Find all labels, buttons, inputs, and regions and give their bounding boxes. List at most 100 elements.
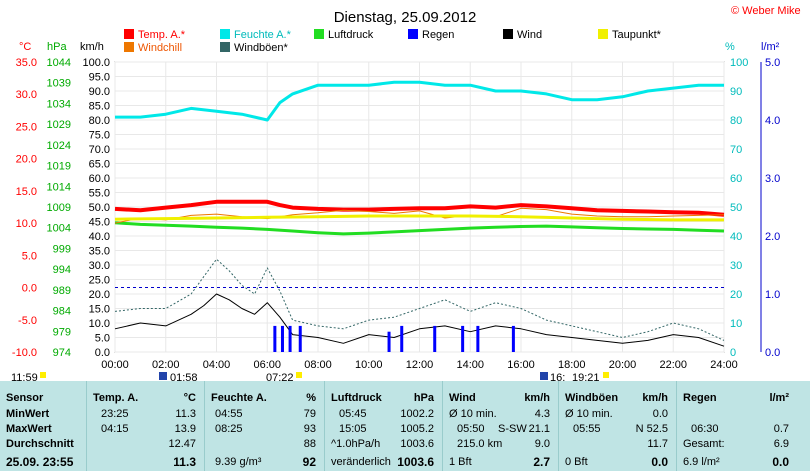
temp-current: 11.3 xyxy=(173,455,196,469)
rain-total-label: Gesamt: xyxy=(683,438,725,450)
wind-tick: 25.0 xyxy=(89,275,110,287)
pressure-unit-cell: hPa xyxy=(413,392,434,404)
legend: Temp. A.* Feuchte A.* Luftdruck Regen Wind Ta… xyxy=(124,29,662,54)
humidity-tick: 60 xyxy=(730,173,742,185)
legend-label-humidity: Feuchte A.* xyxy=(234,29,292,41)
legend-swatch-pressure xyxy=(314,29,324,39)
wind-tick: 20.0 xyxy=(89,289,110,301)
pressure-tick: 1034 xyxy=(47,98,71,110)
pressure-trend: ^1.0hPa/h xyxy=(331,438,381,450)
rain-tick: 0.0 xyxy=(765,347,780,359)
sensor-last: 25.09. 23:55 xyxy=(6,455,74,469)
wind-tick: 80.0 xyxy=(89,115,110,127)
axes: 35.0 30.0 25.0 20.0 15.0 10.0 5.0 0.0 -5.0 -10.0 1… xyxy=(12,57,780,371)
pressure-tick: 989 xyxy=(53,285,71,297)
wind-bft: 1 Bft xyxy=(449,456,472,468)
time-tick: 10:00 xyxy=(355,359,383,371)
sensor-avg: Durchschnitt xyxy=(6,438,74,450)
wind-avg10-val: 4.3 xyxy=(534,408,550,420)
time-tick: 18:00 xyxy=(558,359,586,371)
wind-tick: 40.0 xyxy=(89,231,110,243)
wind-tick: 90.0 xyxy=(89,86,110,98)
wind-tick: 65.0 xyxy=(89,159,110,171)
stats-table: Sensor MinWert MaxWert Durchschnitt 25.0… xyxy=(0,381,810,471)
moonset-time: 11:59 xyxy=(11,372,38,381)
wind-max-dir: S-SW xyxy=(498,423,527,435)
col-wind: Wind km/h Ø 10 min. 4.3 05:50 S-SW 21.1 … xyxy=(443,381,559,471)
pressure-tick: 1024 xyxy=(47,140,71,152)
pressure-min-val: 1002.2 xyxy=(400,408,434,420)
series-line-0 xyxy=(114,199,725,217)
wind-avg10-label: Ø 10 min. xyxy=(449,408,497,420)
pressure-tick: 974 xyxy=(53,347,71,359)
legend-label-temp: Temp. A.* xyxy=(138,29,186,41)
wind-tick: 70.0 xyxy=(89,144,110,156)
sensor-max: MaxWert xyxy=(6,423,52,435)
wind-tick: 60.0 xyxy=(89,173,110,185)
rain-unit-cell: l/m² xyxy=(769,392,789,404)
rain-sum: 6.9 l/m² xyxy=(683,456,720,468)
time-tick: 14:00 xyxy=(456,359,484,371)
humidity-max-time: 08:25 xyxy=(215,423,243,435)
temp-avg-val: 12.47 xyxy=(168,438,196,450)
wind-tick: 15.0 xyxy=(89,304,110,316)
wind-tick: 45.0 xyxy=(89,217,110,229)
rain-bar xyxy=(280,325,284,352)
pressure-tick: 1044 xyxy=(47,57,71,69)
temp-max-val: 13.9 xyxy=(174,423,196,435)
wind-header: Wind xyxy=(449,392,476,404)
series-line-2 xyxy=(114,221,725,236)
series-layer xyxy=(114,80,725,352)
rain-tick: 2.0 xyxy=(765,231,780,243)
wind-tick: 55.0 xyxy=(89,188,110,200)
temp-tick: 0.0 xyxy=(22,283,37,295)
rain-total-val: 6.9 xyxy=(773,438,789,450)
gust-avg10-val: 0.0 xyxy=(652,408,668,420)
legend-swatch-gust xyxy=(220,42,230,52)
rain-tick: 1.0 xyxy=(765,289,780,301)
col-sensor: Sensor MinWert MaxWert Durchschnitt 25.0… xyxy=(0,381,87,471)
legend-swatch-windchill xyxy=(124,42,134,52)
pressure-tick: 984 xyxy=(53,306,71,318)
rain-bar xyxy=(476,325,480,352)
humidity-abs: 9.39 g/m³ xyxy=(215,456,262,468)
pressure-header: Luftdruck xyxy=(331,392,382,404)
humidity-tick: 10 xyxy=(730,318,742,330)
temp-min-val: 11.3 xyxy=(175,408,196,420)
rain-bar xyxy=(387,331,391,352)
humidity-tick: 50 xyxy=(730,202,742,214)
temp-tick: 15.0 xyxy=(16,186,37,198)
series-line-1 xyxy=(115,80,724,122)
pressure-max-val: 1005.2 xyxy=(400,423,434,435)
humidity-unit: % xyxy=(725,41,735,53)
pressure-unit: hPa xyxy=(47,41,67,53)
humidity-tick: 20 xyxy=(730,289,742,301)
gust-header: Windböen xyxy=(565,392,619,404)
gust-current: 0.0 xyxy=(651,455,668,469)
rain-unit: l/m² xyxy=(761,41,780,53)
temp-tick: -5.0 xyxy=(18,315,37,327)
time-tick: 12:00 xyxy=(406,359,434,371)
rain-bar xyxy=(511,325,515,352)
wind-tick: 50.0 xyxy=(89,202,110,214)
time-tick: 16:00 xyxy=(507,359,535,371)
legend-label-gust: Windböen* xyxy=(234,42,289,54)
pressure-tick: 979 xyxy=(53,326,71,338)
sensor-header: Sensor xyxy=(6,392,44,404)
temp-unit-cell: °C xyxy=(183,392,196,404)
time-tick: 00:00 xyxy=(101,359,129,371)
rain-current: 0.0 xyxy=(772,455,789,469)
sunset-icon xyxy=(603,372,609,378)
series-line-5 xyxy=(114,293,725,347)
rain-tick: 5.0 xyxy=(765,57,780,69)
humidity-tick: 80 xyxy=(730,115,742,127)
pressure-tick: 1029 xyxy=(47,119,71,131)
gust-max-time: 05:55 xyxy=(573,423,601,435)
rain-bar xyxy=(461,325,465,352)
wind-max-time: 05:50 xyxy=(457,423,485,435)
pressure-min-time: 05:45 xyxy=(339,408,367,420)
legend-label-wind: Wind xyxy=(517,29,542,41)
gust-unit-cell: km/h xyxy=(642,392,668,404)
temp-tick: 25.0 xyxy=(16,121,37,133)
rain-header: Regen xyxy=(683,392,717,404)
